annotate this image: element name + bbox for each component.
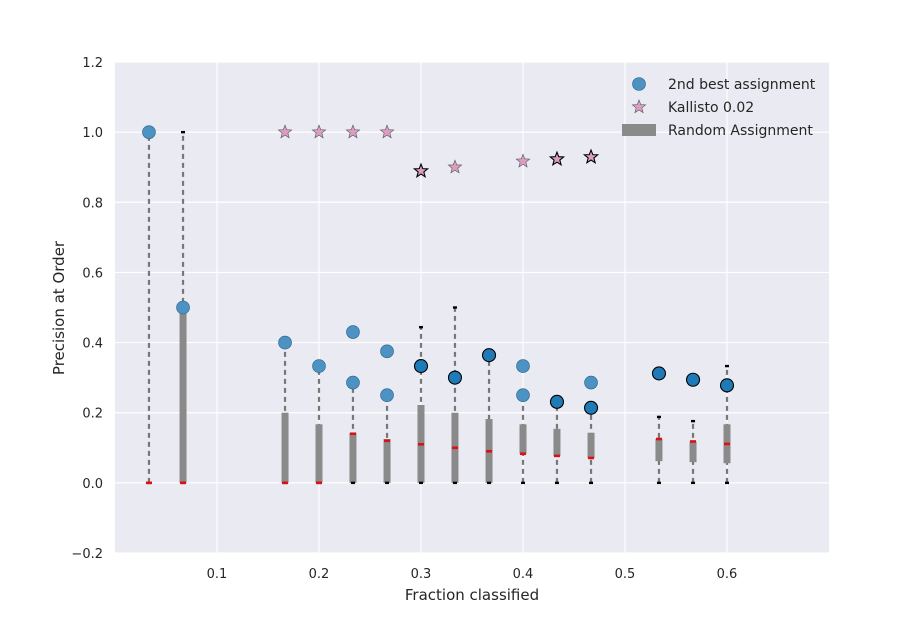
legend: 2nd best assignment Kallisto 0.02 Random… — [622, 77, 816, 139]
legend-label-2nd-best: 2nd best assignment — [668, 77, 816, 93]
median-tick — [145, 481, 152, 485]
star-marker — [412, 162, 430, 178]
max-tick — [452, 306, 457, 309]
plot-background — [115, 62, 829, 553]
median-tick — [282, 481, 289, 485]
circle-marker — [142, 125, 156, 139]
min-tick — [487, 481, 492, 485]
circle-marker — [380, 388, 394, 402]
max-tick — [691, 419, 696, 423]
random-bar — [315, 424, 323, 483]
star-marker — [447, 159, 463, 174]
legend-label-random: Random Assignment — [668, 123, 813, 139]
circle-marker — [413, 359, 429, 374]
x-tick-label: 0.3 — [411, 567, 432, 582]
y-axis-label: Precision at Order — [50, 240, 68, 375]
circle-marker — [584, 375, 598, 390]
min-tick — [350, 481, 355, 485]
x-tick-label: 0.2 — [309, 567, 330, 582]
y-tick-label: 0.2 — [82, 407, 103, 422]
median-tick — [316, 481, 322, 485]
circle-marker — [719, 378, 735, 393]
median-tick — [486, 449, 493, 453]
circle-marker — [685, 372, 701, 387]
random-bar — [281, 412, 289, 483]
max-tick — [725, 364, 729, 368]
markers — [142, 124, 735, 415]
circle-marker — [380, 344, 394, 359]
median-tick — [349, 432, 356, 436]
star-marker — [277, 124, 293, 139]
star-marker — [345, 124, 361, 139]
grid-lines — [115, 61, 829, 554]
random-bar — [179, 307, 187, 483]
min-tick — [521, 481, 525, 485]
random-bar — [383, 439, 391, 483]
min-tick — [385, 481, 390, 485]
min-tick — [725, 481, 729, 485]
min-tick — [691, 481, 696, 485]
star-marker — [379, 124, 395, 139]
x-tick-label: 0.4 — [513, 567, 534, 582]
circle-marker — [516, 359, 530, 373]
star-marker — [515, 153, 531, 168]
median-tick — [690, 440, 697, 443]
min-tick — [452, 481, 457, 485]
y-tick-label: 0.4 — [82, 337, 103, 352]
star-marker — [548, 150, 566, 167]
median-tick — [724, 442, 730, 446]
circle-marker — [176, 300, 190, 315]
median-tick — [451, 446, 458, 450]
max-tick — [181, 130, 186, 134]
legend-star-marker — [631, 99, 647, 114]
random-bar — [349, 432, 357, 483]
random-bar — [519, 424, 527, 454]
circle-marker — [583, 400, 599, 415]
random-bar — [655, 439, 663, 462]
y-tick-label: −0.2 — [71, 547, 103, 562]
y-tick-label: 0.0 — [82, 477, 103, 492]
legend-label-kallisto: Kallisto 0.02 — [668, 100, 754, 116]
axes: 0.1 0.2 0.3 0.4 0.5 0.6 −0.2 0.0 0.2 0.4 0.6 0.8 1.0… — [71, 56, 737, 582]
y-tick-label: 0.6 — [82, 266, 103, 281]
circle-marker — [481, 348, 497, 363]
star-marker — [582, 148, 600, 164]
max-tick — [656, 415, 661, 419]
y-tick-label: 1.0 — [82, 126, 103, 141]
median-tick — [553, 454, 560, 458]
median-tick — [384, 439, 391, 443]
min-tick — [656, 481, 661, 485]
median-tick — [180, 481, 187, 485]
median-tick — [655, 437, 662, 441]
x-tick-label: 0.6 — [717, 567, 738, 582]
circle-marker — [346, 375, 360, 390]
legend-bar-marker — [622, 124, 656, 136]
random-bar — [689, 441, 697, 463]
median-tick — [520, 452, 526, 456]
random-bar — [553, 428, 561, 456]
min-tick — [419, 481, 423, 485]
y-tick-label: 0.8 — [82, 196, 103, 211]
x-axis-label: Fraction classified — [405, 586, 539, 604]
circle-marker — [651, 366, 667, 381]
min-tick — [589, 481, 594, 485]
circle-marker — [516, 388, 530, 402]
legend-circle-marker — [632, 77, 646, 91]
median-tick — [418, 442, 424, 446]
random-bar — [587, 432, 595, 458]
min-tick — [554, 481, 559, 485]
circle-marker — [549, 394, 565, 409]
median-tick — [588, 456, 595, 460]
circle-marker — [346, 325, 360, 339]
circle-marker — [312, 359, 326, 373]
star-marker — [311, 124, 327, 139]
x-tick-label: 0.5 — [615, 567, 636, 582]
x-tick-label: 0.1 — [207, 567, 228, 582]
max-tick — [419, 325, 423, 329]
circle-marker — [278, 335, 292, 350]
circle-marker — [447, 370, 463, 385]
y-tick-label: 1.2 — [82, 56, 103, 71]
